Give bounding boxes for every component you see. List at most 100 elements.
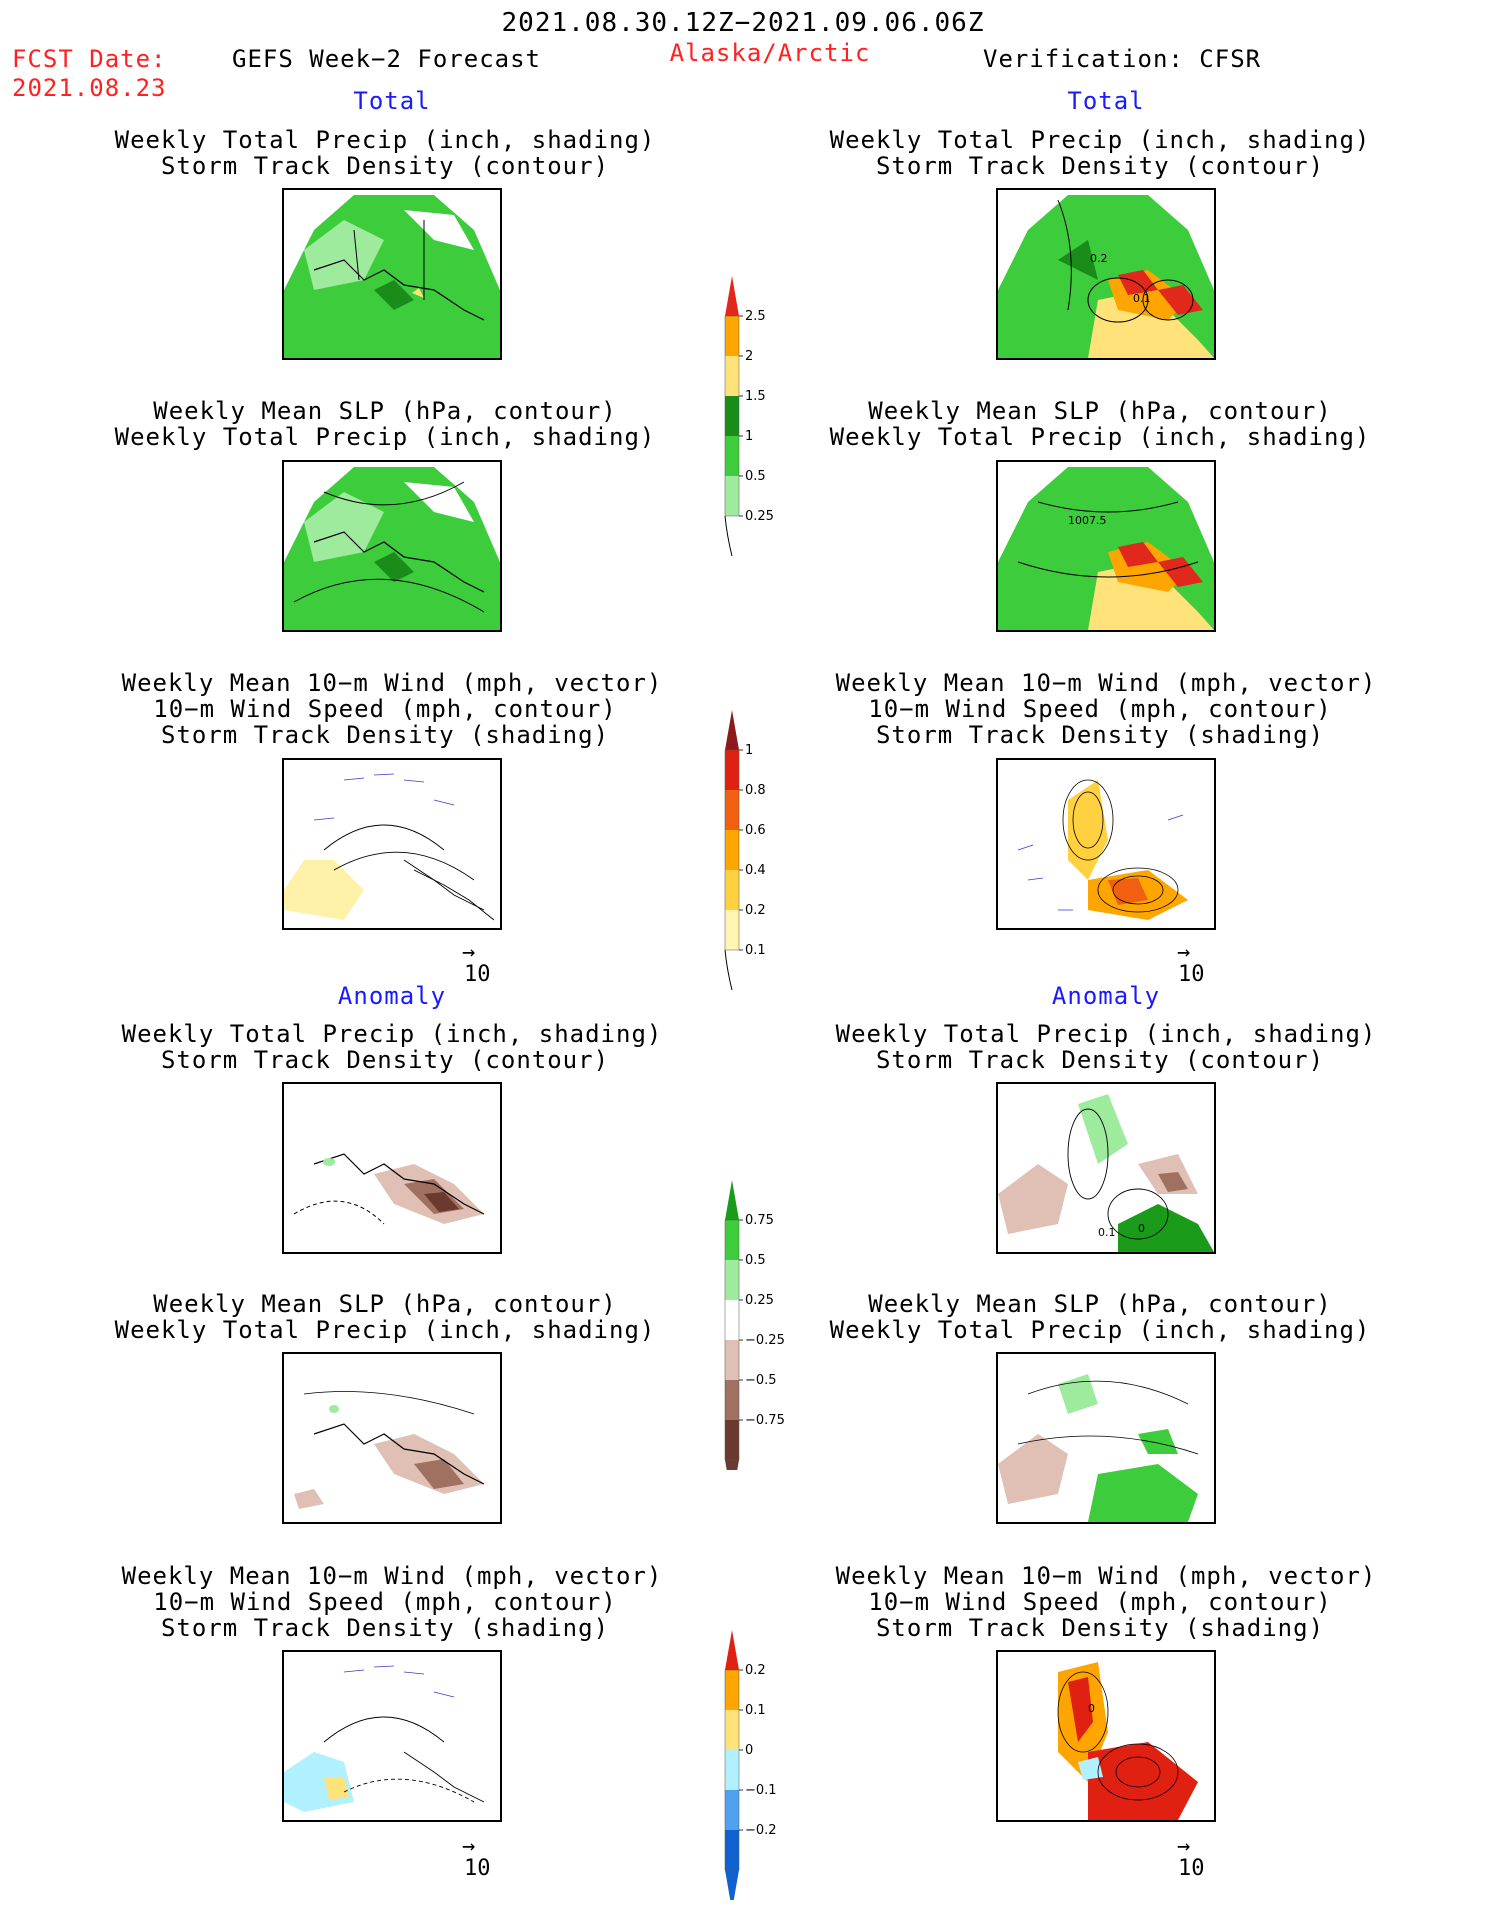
vector-reference-arrow-icon: → [462, 940, 476, 965]
colorbar-label: 0.2 [745, 1663, 766, 1678]
map-panel-fcst-total-slp [282, 460, 502, 632]
colorbar-label: 0.1 [745, 1703, 766, 1718]
panel-title-line1: Weekly Total Precip (inch, shading) [121, 1020, 663, 1048]
colorbar-label: 0 [745, 1743, 753, 1758]
panel-title-line1: Weekly Mean SLP (hPa, contour) [153, 397, 617, 425]
vector-reference-arrow-icon: → [1177, 1834, 1191, 1859]
colorbar-track-total: 1 0.8 0.6 0.4 0.2 0.1 [724, 710, 766, 991]
panel-title-line1: Weekly Mean 10−m Wind (mph, vector) [121, 1562, 663, 1590]
panel-title-line1: Weekly Total Precip (inch, shading) [835, 1020, 1377, 1048]
colorbar-segment [725, 750, 739, 790]
colorbar-label: −0.5 [745, 1373, 777, 1388]
colorbar-segment [725, 830, 739, 870]
vector-reference-arrow-icon: → [1177, 940, 1191, 965]
region-title: Alaska/Arctic [669, 39, 871, 67]
colorbar-cap [725, 276, 739, 316]
colorbar-outline [724, 1669, 740, 1871]
colorbar-segment [725, 1340, 739, 1380]
vector-reference-label: 10 [1178, 1856, 1205, 1881]
colorbar-label: 2.5 [745, 309, 766, 324]
colorbar-label: 1 [745, 743, 753, 758]
colorbar-label: −0.25 [745, 1333, 785, 1348]
colorbar-precip-total: 2.5 2 1.5 1 0.5 0.25 [724, 276, 774, 557]
panel-title-line2: 10−m Wind Speed (mph, contour) [153, 1588, 617, 1616]
panel-title-line2: Weekly Total Precip (inch, shading) [829, 423, 1371, 451]
colorbar-label: 2 [745, 349, 753, 364]
panel-title-line2: 10−m Wind Speed (mph, contour) [868, 695, 1332, 723]
colorbar-segment [725, 1260, 739, 1300]
colorbar-label: 1 [745, 429, 753, 444]
fcst-date-label: FCST Date: [12, 45, 167, 73]
colorbar-segment [725, 1790, 739, 1830]
colorbar-cap [725, 1870, 739, 1900]
colorbar-segment [725, 1300, 739, 1340]
panel-title-line3: Storm Track Density (shading) [875, 721, 1325, 749]
colorbar-label: 0.8 [745, 783, 766, 798]
colorbar-label: 0.25 [745, 1293, 774, 1308]
map-panel-obs-total-wind [996, 758, 1216, 930]
colorbar-segment [725, 1380, 739, 1420]
contour-label: 0.2 [1090, 252, 1108, 265]
panel-title-line1: Weekly Mean SLP (hPa, contour) [868, 397, 1332, 425]
colorbar-segment [725, 790, 739, 830]
colorbar-segment [725, 316, 739, 356]
colorbar-label: −0.75 [745, 1413, 785, 1428]
panel-title-line1: Weekly Mean 10−m Wind (mph, vector) [835, 669, 1377, 697]
colorbar-cap [725, 1630, 739, 1670]
colorbar-segment [725, 396, 739, 436]
colorbar-label: 1.5 [745, 389, 766, 404]
panel-title-line3: Storm Track Density (shading) [160, 721, 610, 749]
colorbar-precip-anom: 0.75 0.5 0.25 −0.25 −0.5 −0.75 [724, 1180, 785, 1470]
vector-reference-label: 10 [464, 1856, 491, 1881]
section-anomaly-right: Anomaly [1051, 982, 1161, 1010]
contour-label: 1007.5 [1068, 514, 1107, 527]
panel-title-line2: Weekly Total Precip (inch, shading) [829, 1316, 1371, 1344]
map-panel-fcst-anom-wind [282, 1650, 502, 1822]
colorbar-outline [724, 1219, 740, 1461]
map-panel-obs-total-precip: 0.2 0.1 [996, 188, 1216, 360]
map-panel-fcst-total-wind [282, 758, 502, 930]
panel-title-line2: Storm Track Density (contour) [875, 152, 1325, 180]
panel-title-line1: Weekly Mean SLP (hPa, contour) [868, 1290, 1332, 1318]
fcst-date-value: 2021.08.23 [12, 74, 167, 102]
panel-title-line2: Storm Track Density (contour) [160, 152, 610, 180]
map-panel-obs-anom-precip: 0.1 0 [996, 1082, 1216, 1254]
colorbar-segment [725, 1750, 739, 1790]
colorbar-segment [725, 1420, 739, 1460]
colorbar-cap [724, 515, 733, 557]
colorbar-segment [725, 1830, 739, 1870]
colorbar-segment [725, 1220, 739, 1260]
colorbar-label: −0.2 [745, 1823, 777, 1838]
colorbar-label: −0.1 [745, 1783, 777, 1798]
panel-title-line3: Storm Track Density (shading) [875, 1614, 1325, 1642]
colorbar-segment [725, 356, 739, 396]
colorbar-cap [725, 1180, 739, 1220]
colorbar-cap [725, 710, 739, 750]
panel-title-line2: Storm Track Density (contour) [875, 1046, 1325, 1074]
map-panel-fcst-anom-precip [282, 1082, 502, 1254]
colorbar-label: 0.25 [745, 509, 774, 524]
panel-title-line1: Weekly Total Precip (inch, shading) [114, 126, 656, 154]
colorbar-segment [725, 436, 739, 476]
colorbar-segment [725, 1710, 739, 1750]
panel-title-line2: Weekly Total Precip (inch, shading) [114, 1316, 656, 1344]
vector-reference-label: 10 [464, 962, 491, 987]
map-panel-obs-anom-wind: 0 [996, 1650, 1216, 1822]
verification-title: Verification: CFSR [983, 45, 1262, 73]
panel-title-line1: Weekly Mean 10−m Wind (mph, vector) [835, 1562, 1377, 1590]
colorbar-label: 0.1 [745, 943, 766, 958]
colorbar-segment [725, 870, 739, 910]
panel-title-line1: Weekly Mean SLP (hPa, contour) [153, 1290, 617, 1318]
section-anomaly-left: Anomaly [337, 982, 447, 1010]
colorbar-segment [725, 476, 739, 516]
contour-label: 0.1 [1098, 1226, 1116, 1239]
panel-title-line2: Storm Track Density (contour) [160, 1046, 610, 1074]
colorbar-label: 0.2 [745, 903, 766, 918]
colorbar-label: 0.6 [745, 823, 766, 838]
forecast-period: 2021.08.30.12Z−2021.09.06.06Z [501, 8, 985, 38]
colorbar-track-anom: 0.2 0.1 0 −0.1 −0.2 [724, 1630, 777, 1900]
colorbar-label: 0.5 [745, 469, 766, 484]
panel-title-line2: Weekly Total Precip (inch, shading) [114, 423, 656, 451]
map-panel-obs-total-slp: 1007.5 [996, 460, 1216, 632]
contour-label: 0 [1088, 1702, 1095, 1715]
